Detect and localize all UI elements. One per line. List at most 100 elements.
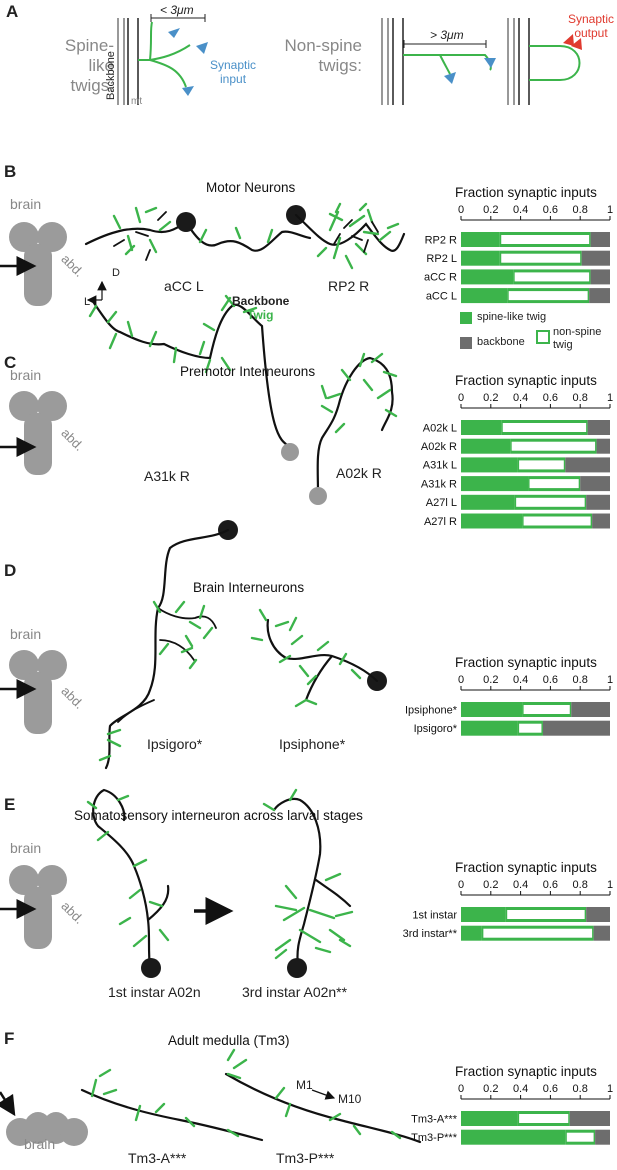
bar-backbone [586, 907, 610, 922]
chart-tick-label: 0.6 [543, 392, 558, 404]
neuron-a02k-r [309, 352, 398, 505]
chart-row-label: Ipsigoro* [414, 723, 458, 735]
chart-tick-label: 0.2 [483, 879, 498, 891]
neuron-acc-l [84, 206, 312, 261]
nonspine-twig-schematic [381, 18, 582, 105]
chart-tick-label: 0.2 [483, 1083, 498, 1095]
bar-nonspine [566, 1132, 594, 1142]
chart-tick-label: 0.6 [543, 674, 558, 686]
chart-tick-label: 0.4 [513, 1083, 528, 1095]
chart-tick-label: 0 [458, 1083, 464, 1095]
bar-spine [461, 420, 502, 435]
panel-e-label: E [4, 795, 16, 814]
chart-tick-label: 0.2 [483, 392, 498, 404]
legend-nonspine-text: non-spine twig [553, 326, 601, 352]
chart-tick-label: 0.8 [573, 392, 588, 404]
chart-tick-label: 0.6 [543, 1083, 558, 1095]
chart-row-label: aCC R [424, 272, 457, 284]
bar-backbone [581, 250, 610, 266]
chart-row-label: A27l L [426, 497, 457, 509]
bar-nonspine [483, 928, 593, 938]
synaptic-output-label: Synaptic output [568, 12, 614, 40]
chart-tick-label: 0.8 [573, 674, 588, 686]
neuron-tm3-a [80, 1068, 264, 1142]
bar-nonspine [519, 723, 542, 733]
bar-backbone [589, 288, 610, 304]
backbone-label: Backbone [105, 51, 117, 100]
bar-backbone [595, 1129, 610, 1145]
chart-title: Fraction synaptic inputs [455, 655, 597, 670]
larva-body-icon-c [9, 391, 67, 475]
brain-label-c: brain [10, 367, 42, 383]
bar-spine [461, 1111, 518, 1126]
synaptic-output-line2: output [574, 26, 608, 40]
bar-nonspine [501, 253, 581, 263]
bar-spine [461, 457, 518, 473]
chart-row-label: 1st instar [412, 909, 457, 921]
bar-spine [461, 476, 529, 492]
chart-row-label: Tm3-P*** [411, 1132, 458, 1144]
bar-nonspine [516, 497, 585, 507]
chart-row-label: Tm3-A*** [411, 1113, 458, 1125]
chart-tick-label: 0.6 [543, 204, 558, 216]
chart-tick-label: 0.2 [483, 204, 498, 216]
chart-row-label: A02k L [423, 422, 457, 434]
chart-title: Fraction synaptic inputs [455, 185, 597, 200]
bar-spine [461, 288, 508, 304]
bar-backbone [592, 513, 610, 529]
chart-tick-label: 0 [458, 204, 464, 216]
panel-a-label: A [6, 2, 19, 21]
chart-row-label: A02k R [421, 441, 457, 453]
bar-spine [461, 513, 523, 529]
bar-backbone [590, 232, 610, 247]
legend-swatch-nonspine [536, 330, 550, 344]
bar-spine [461, 702, 523, 717]
bar-spine [461, 907, 506, 922]
panel-c-label: C [4, 353, 17, 372]
nonspine-twigs-label-line2: twigs: [318, 56, 362, 75]
chart-tick-label: 0.2 [483, 674, 498, 686]
bar-spine [461, 720, 518, 736]
chart-row-label: A27l R [424, 516, 457, 528]
neuron-rp2-r [286, 202, 406, 270]
larva-body-icon-e [9, 865, 67, 949]
bar-nonspine [507, 910, 585, 919]
brain-label-d: brain [10, 626, 42, 642]
legend-spine-text: spine-like twig [477, 311, 547, 323]
legend-backbone-text: Backbone [232, 294, 290, 308]
chart-row-label: A31k L [423, 460, 457, 472]
bar-spine [461, 269, 514, 285]
m10-label: M10 [338, 1092, 362, 1106]
bar-backbone [542, 720, 610, 736]
chart-tick-label: 1 [607, 392, 613, 404]
arrow-f [0, 1091, 16, 1117]
neuron-a02n-1st-instar [86, 788, 170, 978]
neuron-tm3-p [224, 1048, 422, 1144]
length-short-label: < 3μm [160, 3, 194, 17]
chart-tick-label: 0.4 [513, 204, 528, 216]
chart-tick-label: 1 [607, 1083, 613, 1095]
neuron-ipsigoro [98, 520, 238, 770]
chart-tick-label: 0 [458, 392, 464, 404]
chart-tick-label: 0.8 [573, 204, 588, 216]
nonspine-twigs-label-line1: Non-spine [284, 36, 363, 55]
stacked-bar-charts: Fraction synaptic inputs 0 0.2 0.4 0.6 0.8 1 RP… [403, 185, 613, 1145]
brain-label-e: brain [10, 840, 42, 856]
neuron-label-acc-l: aCC L [164, 278, 204, 294]
bar-backbone [565, 457, 610, 473]
spine-twigs-label-line2: twigs: [70, 76, 114, 95]
panel-d-label: D [4, 561, 17, 580]
larva-body-icon-b [9, 222, 67, 306]
neuron-label-ipsigoro: Ipsigoro* [147, 736, 203, 752]
legend-twig-text: Twig [247, 308, 274, 322]
legend-nonspine-line2: twig [553, 339, 573, 351]
neuron-a31k-r [88, 294, 299, 461]
synaptic-output-line1: Synaptic [568, 12, 615, 26]
panel-b-title: Motor Neurons [206, 180, 296, 195]
spine-twigs-label: Spine-like twigs: [42, 36, 114, 96]
chart-tick-label: 0.4 [513, 879, 528, 891]
panel-b-label: B [4, 162, 17, 181]
synaptic-input-line2: input [220, 72, 247, 86]
bar-legend [460, 312, 550, 349]
axis-l-label: L [84, 296, 91, 308]
